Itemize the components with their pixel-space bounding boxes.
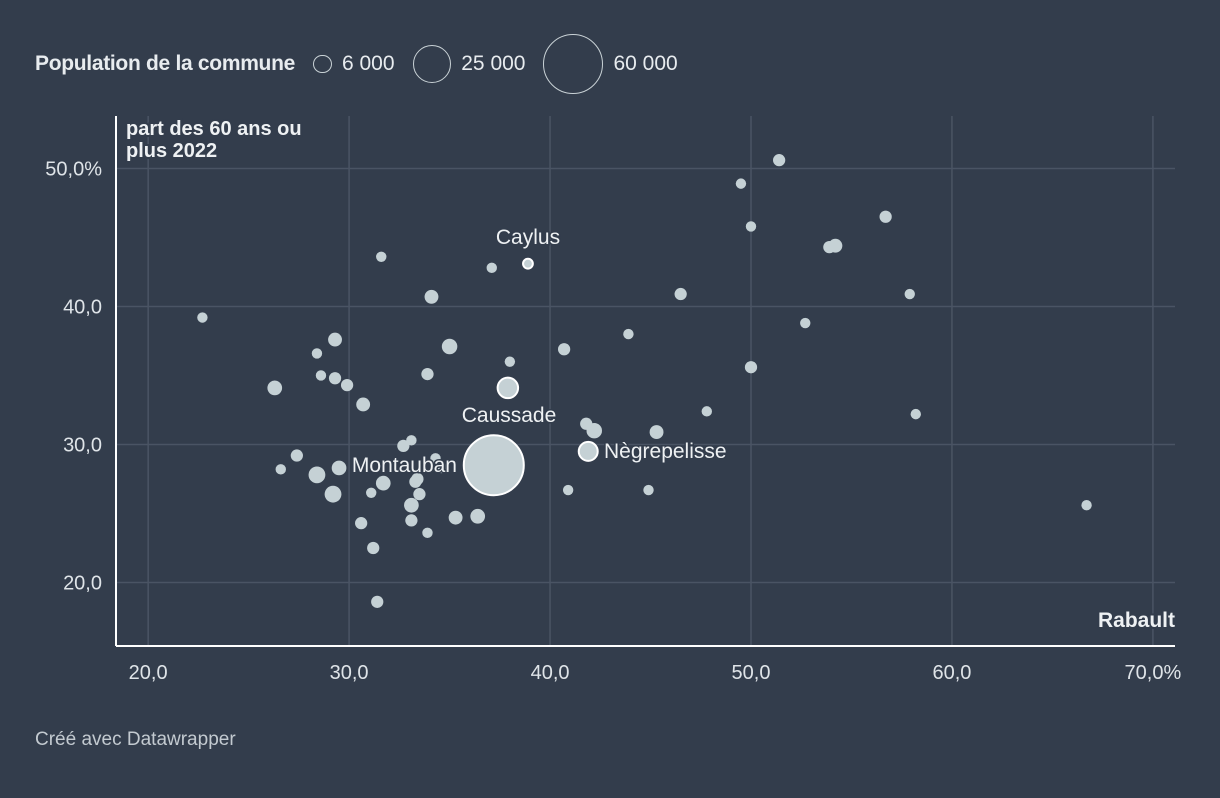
data-point bbox=[441, 338, 458, 355]
legend-circle bbox=[543, 34, 604, 94]
data-point bbox=[557, 343, 571, 356]
data-point bbox=[424, 289, 439, 304]
legend-label: 60 000 bbox=[613, 52, 678, 75]
data-point bbox=[735, 178, 747, 189]
data-point bbox=[800, 317, 811, 329]
legend-item: 6 000 bbox=[313, 52, 395, 76]
data-point bbox=[649, 425, 664, 439]
x-tick-label: 60,0 bbox=[932, 662, 971, 684]
data-point bbox=[324, 485, 342, 503]
point-label: Nègrepelisse bbox=[604, 440, 727, 463]
legend-label: 6 000 bbox=[341, 52, 395, 75]
point-label: Caussade bbox=[462, 404, 557, 427]
data-point bbox=[504, 356, 516, 367]
data-point bbox=[745, 221, 757, 232]
legend-circle bbox=[412, 44, 452, 84]
data-point bbox=[366, 487, 377, 498]
legend-item: 25 000 bbox=[412, 44, 526, 84]
x-tick-label: 40,0 bbox=[531, 662, 570, 684]
data-point bbox=[355, 517, 368, 530]
data-point bbox=[413, 488, 426, 501]
x-tick-label: 50,0 bbox=[732, 662, 771, 684]
y-tick-label: 30,0 bbox=[63, 434, 102, 456]
data-point bbox=[397, 439, 410, 452]
size-legend: Population de la commune 6 000 25 000 60… bbox=[35, 34, 696, 94]
data-point bbox=[340, 379, 354, 392]
data-point bbox=[562, 484, 574, 496]
data-point bbox=[267, 380, 283, 396]
data-point bbox=[421, 367, 434, 381]
data-point bbox=[674, 287, 687, 301]
y-tick-label: 40,0 bbox=[63, 296, 102, 318]
y-axis-label: part des 60 ans ou plus 2022 bbox=[126, 118, 302, 162]
data-point-montauban bbox=[462, 434, 525, 497]
data-point bbox=[773, 154, 786, 167]
data-point bbox=[375, 475, 391, 491]
data-point bbox=[308, 466, 326, 484]
data-point bbox=[879, 210, 892, 223]
data-point bbox=[275, 464, 286, 475]
data-point bbox=[828, 238, 843, 253]
data-point bbox=[367, 541, 380, 555]
x-tick-label: 20,0 bbox=[129, 662, 168, 684]
data-point bbox=[486, 262, 497, 274]
y-tick-label: 20,0 bbox=[63, 573, 102, 595]
data-point bbox=[436, 462, 447, 474]
annotation-label: Rabault bbox=[1098, 609, 1175, 632]
data-point bbox=[643, 484, 654, 496]
data-point bbox=[311, 348, 323, 359]
data-point bbox=[430, 453, 441, 464]
data-point bbox=[904, 288, 915, 300]
y-tick-label: 50,0% bbox=[45, 158, 102, 180]
data-point bbox=[405, 514, 418, 527]
data-point-caylus bbox=[522, 257, 534, 270]
legend-item: 60 000 bbox=[543, 34, 678, 94]
data-point bbox=[422, 527, 433, 539]
data-point bbox=[404, 497, 419, 513]
data-point bbox=[406, 435, 417, 446]
data-point bbox=[623, 328, 634, 340]
data-point bbox=[1081, 500, 1092, 511]
data-point bbox=[586, 422, 603, 439]
point-label: Montauban bbox=[352, 454, 457, 477]
data-point bbox=[448, 510, 463, 525]
x-tick-label: 70,0% bbox=[1125, 662, 1182, 684]
data-point bbox=[376, 251, 387, 262]
data-point bbox=[356, 397, 371, 412]
legend-title: Population de la commune bbox=[35, 52, 295, 75]
data-point bbox=[744, 361, 758, 374]
data-point bbox=[701, 406, 712, 417]
data-point bbox=[328, 372, 342, 385]
x-tick-label: 30,0 bbox=[330, 662, 369, 684]
footer-credit: Créé avec Datawrapper bbox=[35, 729, 236, 750]
point-label: Caylus bbox=[496, 226, 560, 249]
data-point bbox=[910, 408, 921, 420]
data-point-nègrepelisse bbox=[577, 440, 599, 462]
data-point bbox=[197, 312, 208, 323]
data-point bbox=[409, 475, 422, 488]
data-point-caussade bbox=[496, 376, 520, 400]
data-point bbox=[331, 460, 347, 476]
data-point bbox=[290, 449, 303, 462]
legend-circle bbox=[313, 54, 332, 74]
data-point bbox=[328, 332, 342, 347]
legend-label: 25 000 bbox=[461, 52, 526, 75]
data-point bbox=[371, 595, 384, 608]
data-point bbox=[315, 370, 327, 381]
data-point bbox=[470, 508, 486, 524]
